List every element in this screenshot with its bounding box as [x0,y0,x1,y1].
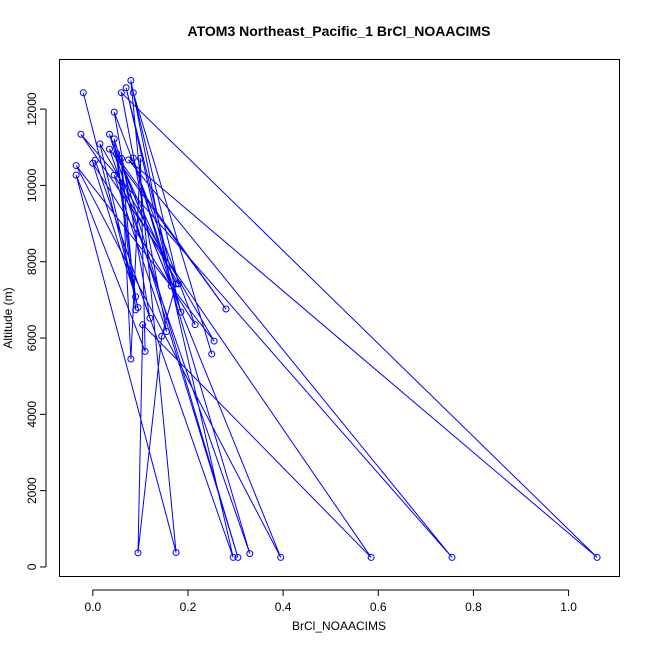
data-point [191,321,199,329]
data-point [129,89,137,97]
data-point [132,293,140,301]
y-tick-label: 8000 [25,248,39,275]
data-point [110,108,118,116]
data-point [132,306,140,314]
data-point [136,154,144,162]
data-point [117,89,125,97]
data-point [448,553,456,561]
x-tick-label: 0.4 [275,600,292,614]
data-point [89,159,97,167]
x-axis: 0.0 0.2 0.4 0.6 0.8 1.0 [84,589,577,614]
data-point [96,140,104,148]
data-point [139,321,147,329]
data-point [134,549,142,557]
data-point [222,305,230,313]
data-point [127,76,135,84]
y-tick-label: 6000 [25,324,39,351]
data-point [122,84,130,92]
data-point [163,328,171,336]
y-tick-label: 2000 [25,477,39,504]
y-axis-label: Altitude (m) [1,287,15,348]
chart-title: ATOM3 Northeast_Pacific_1 BrCl_NOAACIMS [188,23,491,39]
x-tick-label: 0.6 [370,600,387,614]
data-point [246,550,254,558]
y-tick-label: 0 [25,563,39,570]
data-point [110,171,118,179]
data-point [72,162,80,170]
x-axis-label: BrCl_NOAACIMS [292,619,386,633]
data-point [146,314,154,322]
data-point [174,280,182,288]
data-point [172,280,180,288]
data-point [234,553,242,561]
x-tick-label: 0.8 [465,600,482,614]
data-point [177,308,185,316]
series-layer [72,76,601,561]
data-point [134,304,142,312]
plot-frame [59,59,620,577]
x-tick-label: 0.0 [84,600,101,614]
data-point [115,155,123,163]
data-point [113,149,121,157]
y-tick-label: 12000 [25,92,39,126]
x-tick-label: 0.2 [180,600,197,614]
data-point [158,332,166,340]
data-point [210,337,218,345]
data-point [77,130,85,138]
data-point [105,145,113,153]
data-point [129,154,137,162]
y-axis: 0 2000 4000 6000 8000 10000 12000 [25,92,47,570]
data-point [208,350,216,358]
data-point [105,130,113,138]
y-tick-label: 4000 [25,401,39,428]
data-point [110,135,118,143]
data-point [141,347,149,355]
data-point [593,553,601,561]
data-point [79,89,87,97]
data-point [277,553,285,561]
data-point [72,171,80,179]
y-tick-label: 10000 [25,168,39,202]
data-point [229,553,237,561]
data-point [127,355,135,363]
data-point [172,548,180,556]
data-point [124,156,132,164]
data-point [367,553,375,561]
x-tick-label: 1.0 [560,600,577,614]
series-line [75,80,598,558]
